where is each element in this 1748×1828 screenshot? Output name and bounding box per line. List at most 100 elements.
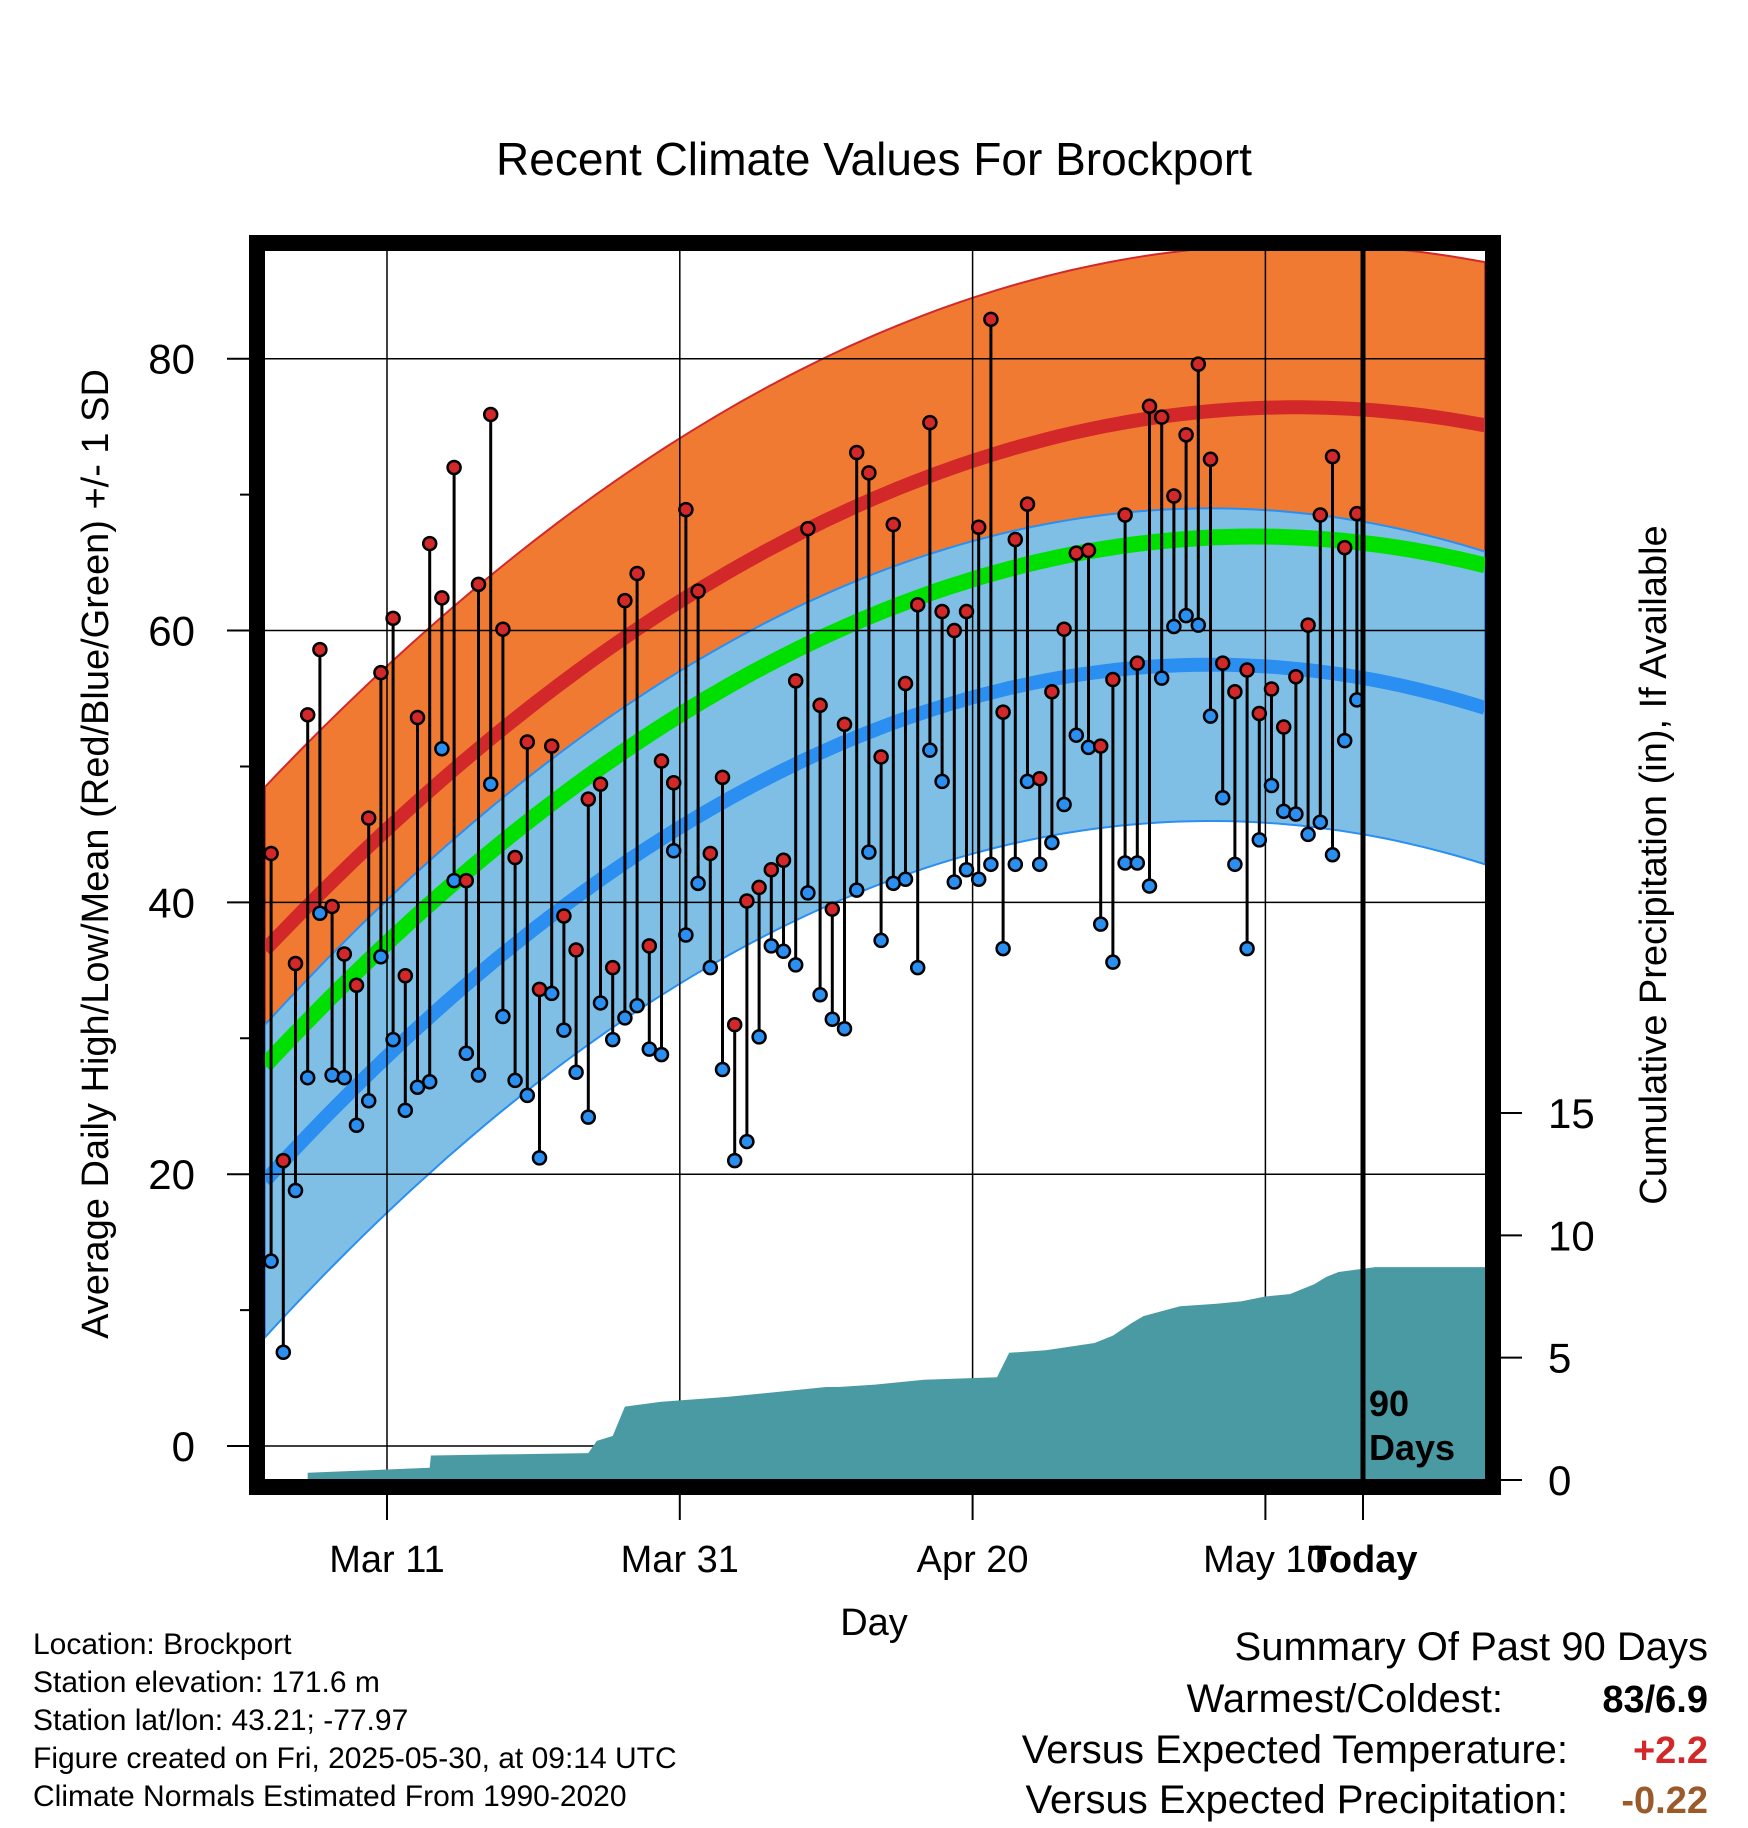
daily-high-point [824, 901, 841, 917]
summary-warm-cold-value: 83/6.9 [1602, 1679, 1708, 1721]
daily-low-point [385, 1031, 401, 1048]
normal-high-line [265, 400, 1485, 955]
daily-low-point [909, 959, 926, 976]
daily-low-point [1153, 670, 1170, 686]
y-tick-label-right: 5 [1548, 1335, 1571, 1382]
daily-high-point [1019, 496, 1036, 512]
daily-low-point [324, 1067, 340, 1083]
daily-high-point [714, 769, 731, 786]
daily-high-point [873, 749, 889, 765]
daily-low-point [1031, 856, 1048, 873]
today-label: 90 [1369, 1383, 1409, 1424]
daily-low-point [714, 1061, 731, 1078]
daily-low-point [958, 862, 975, 878]
daily-low-point [1007, 856, 1024, 873]
daily-high-point [958, 603, 975, 620]
daily-low-point [995, 940, 1011, 957]
daily-low-point [983, 856, 999, 873]
daily-low-point [1227, 856, 1243, 873]
x-tick-label: May 10 [1203, 1539, 1328, 1581]
info-latlon: Station lat/lon: 43.21; -77.97 [33, 1704, 409, 1737]
y-tick-label-left: 60 [148, 608, 195, 655]
daily-low-point [495, 1008, 511, 1025]
daily-low-point [775, 943, 792, 960]
daily-low-point [275, 1344, 292, 1360]
daily-high-point [470, 576, 487, 593]
x-tick-label: Mar 11 [329, 1539, 444, 1581]
daily-high-point [1178, 427, 1194, 443]
daily-low-point [763, 938, 780, 954]
daily-low-point [836, 1021, 853, 1037]
daily-low-point [409, 1079, 426, 1095]
y-tick-label-left: 40 [148, 879, 195, 926]
daily-low-point [287, 1182, 304, 1199]
daily-low-point [970, 871, 987, 888]
info-location: Location: Brockport [33, 1628, 292, 1661]
daily-high-point [385, 610, 401, 627]
daily-low-point [1239, 940, 1255, 957]
daily-low-point [397, 1102, 414, 1119]
daily-low-point [934, 773, 950, 790]
daily-high-point [897, 675, 914, 692]
daily-high-point [482, 406, 499, 423]
normal-mean-line [265, 528, 1485, 1071]
y-tick-label-right: 10 [1548, 1212, 1595, 1259]
daily-low-point [1044, 834, 1060, 851]
daily-low-point [617, 1010, 633, 1026]
x-tick-label: Apr 20 [917, 1539, 1029, 1581]
daily-high-point [1263, 681, 1280, 697]
daily-high-point [568, 942, 584, 958]
summary-precip-value: -0.22 [1621, 1780, 1708, 1822]
daily-high-point [678, 501, 694, 518]
daily-high-point [763, 862, 780, 878]
daily-high-point [373, 664, 389, 681]
daily-high-point [1117, 507, 1133, 523]
daily-high-point [336, 946, 353, 962]
daily-high-point [812, 697, 828, 714]
daily-low-point [787, 957, 804, 973]
daily-low-point [800, 885, 816, 901]
today-label: Days [1369, 1427, 1455, 1468]
daily-low-point [421, 1074, 438, 1090]
daily-low-point [434, 741, 450, 757]
daily-high-point [312, 641, 328, 658]
daily-high-point [1007, 531, 1024, 548]
daily-low-point [568, 1064, 584, 1081]
y-tick-label-left: 0 [172, 1423, 195, 1470]
daily-low-point [373, 948, 389, 965]
daily-high-point [983, 311, 999, 328]
daily-low-point [1312, 814, 1329, 830]
daily-low-point [1202, 708, 1219, 724]
daily-high-point [1092, 738, 1109, 754]
daily-high-point [1031, 770, 1048, 787]
daily-low-point [312, 905, 328, 921]
daily-high-point [446, 459, 462, 476]
y-axis-label-left: Average Daily High/Low/Mean (Red/Blue/Gr… [75, 369, 117, 1339]
daily-high-point [592, 776, 609, 792]
daily-high-point [641, 938, 658, 954]
normal-low-band [265, 507, 1485, 1339]
daily-low-point [1068, 727, 1085, 743]
daily-low-point [897, 871, 914, 888]
daily-high-point [287, 955, 304, 972]
daily-high-point [800, 520, 816, 537]
daily-high-point [1068, 545, 1085, 561]
daily-low-point [1092, 916, 1109, 932]
daily-low-point [360, 1093, 377, 1109]
daily-high-point [275, 1152, 292, 1169]
daily-low-point [665, 842, 682, 859]
daily-low-point [861, 844, 877, 860]
summary-temp-label: Versus Expected Temperature: [1021, 1728, 1568, 1772]
daily-low-point [1275, 803, 1292, 820]
daily-low-point [348, 1117, 365, 1134]
daily-low-point [629, 997, 645, 1014]
daily-low-point [678, 927, 694, 943]
normal-low-line [265, 657, 1485, 1186]
daily-low-point [336, 1069, 353, 1086]
daily-high-point [1288, 669, 1304, 685]
summary-warm-cold-label: Warmest/Coldest: [1186, 1677, 1503, 1721]
daily-high-point [604, 959, 621, 976]
daily-high-point [970, 519, 987, 536]
daily-high-point [726, 1016, 743, 1033]
